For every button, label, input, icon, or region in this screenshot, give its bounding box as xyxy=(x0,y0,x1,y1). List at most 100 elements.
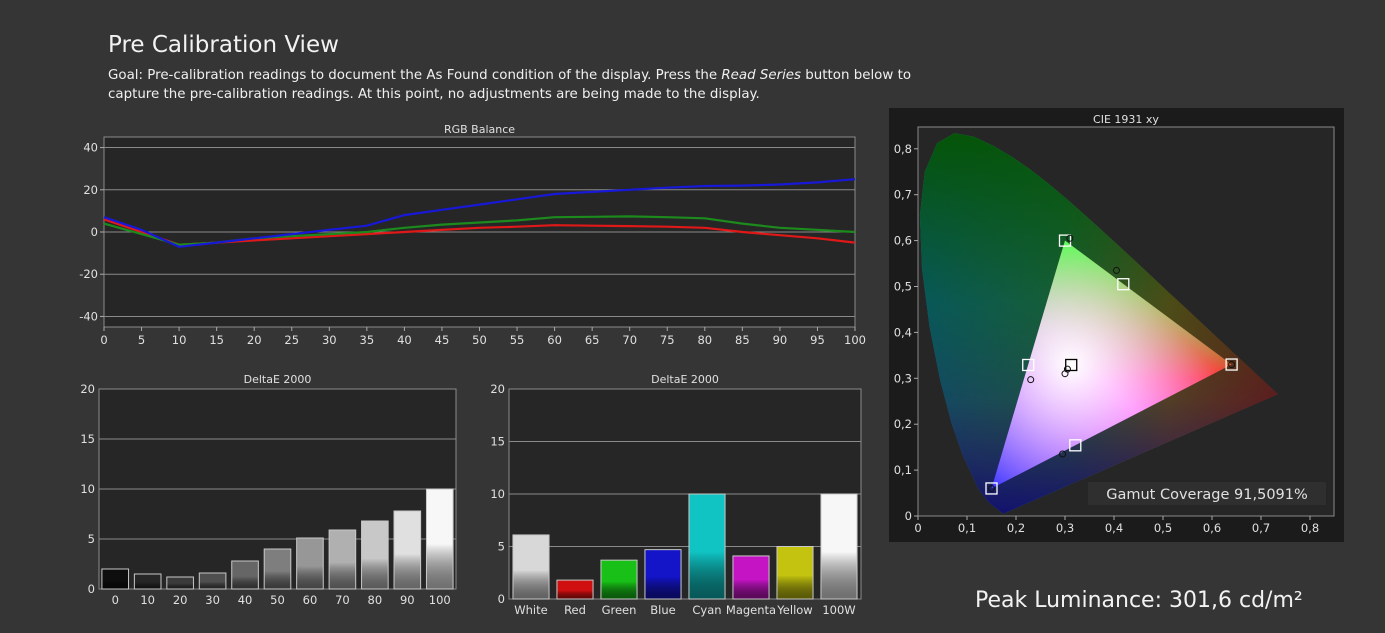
read-series-emphasis: Read Series xyxy=(721,68,802,83)
deltae-color-bar-shade xyxy=(644,549,682,600)
deltae-color-y-tick-label: 0 xyxy=(498,592,505,606)
rgb-x-tick-label: 5 xyxy=(138,333,145,347)
deltae-gray-y-tick-label: 20 xyxy=(80,382,95,396)
cie-y-tick-label: 0,1 xyxy=(894,463,912,477)
rgb-y-tick-label: 20 xyxy=(83,183,98,197)
deltae-color-bar-shade xyxy=(512,534,550,600)
deltae-color-x-tick-label: Green xyxy=(602,603,637,617)
rgb-x-tick-label: 95 xyxy=(810,333,825,347)
rgb-x-tick-label: 80 xyxy=(697,333,712,347)
rgb-x-tick-label: 50 xyxy=(472,333,487,347)
deltae-color-x-tick-label: Yellow xyxy=(776,603,812,617)
cie-target-marker xyxy=(1065,358,1078,372)
deltae-gray-bar-shade xyxy=(133,573,162,590)
cie-measured-marker xyxy=(988,484,995,492)
deltae-gray-bar-shade xyxy=(263,548,292,590)
cie-y-tick-label: 0,2 xyxy=(894,417,912,431)
cie-chart-title: CIE 1931 xy xyxy=(1093,113,1159,126)
cie-target-marker xyxy=(1069,439,1082,452)
cie-x-tick-label: 0,3 xyxy=(1056,521,1074,535)
cie-measured-marker xyxy=(1112,266,1120,274)
cie-y-tick-label: 0,8 xyxy=(894,142,912,156)
deltae-gray-x-tick-label: 100 xyxy=(429,593,451,607)
deltae-color-y-tick-label: 20 xyxy=(490,382,505,396)
cie-x-tick-label: 0,5 xyxy=(1154,521,1172,535)
rgb-x-tick-label: 75 xyxy=(660,333,675,347)
rgb-x-tick-label: 100 xyxy=(844,333,866,347)
cie-x-tick-label: 0,2 xyxy=(1007,521,1025,535)
cie-x-tick-label: 0,7 xyxy=(1252,521,1270,535)
cie-measured-marker xyxy=(1059,450,1067,458)
deltae-gray-x-tick-label: 0 xyxy=(112,593,119,607)
deltae-gray-bar-shade xyxy=(296,537,324,590)
cie-y-tick-label: 0,4 xyxy=(894,325,912,339)
deltae-gray-y-tick-label: 15 xyxy=(80,432,95,446)
rgb-x-tick-label: 0 xyxy=(100,333,107,347)
deltae-gray-x-tick-label: 50 xyxy=(270,593,285,607)
rgb-balance-chart: RGB Balance -40 -20 0 20 40 0 5 10 15 20 25 30 35 40 45… xyxy=(79,123,866,347)
deltae-gray-bar-shade xyxy=(101,568,130,590)
rgb-x-tick-label: 65 xyxy=(585,333,600,347)
peak-luminance: Peak Luminance: 301,6 cd/m² xyxy=(975,588,1303,613)
cie-y-tick-label: 0 xyxy=(905,509,912,523)
deltae-color-bar-shade xyxy=(776,546,814,600)
rgb-x-tick-label: 15 xyxy=(209,333,224,347)
cie-x-tick-label: 0,6 xyxy=(1203,521,1221,535)
blue-series-line xyxy=(103,178,856,248)
deltae-color-y-tick-label: 5 xyxy=(498,540,505,554)
deltae-gray-y-tick-label: 5 xyxy=(88,532,95,546)
rgb-x-tick-label: 40 xyxy=(397,333,412,347)
deltae-color-x-tick-label: Cyan xyxy=(692,603,721,617)
cie-x-tick-label: 0,8 xyxy=(1301,521,1319,535)
goal-prefix: Goal: Pre-calibration readings to docume… xyxy=(108,68,722,83)
deltae-gray-x-tick-label: 10 xyxy=(140,593,155,607)
cie-target-marker xyxy=(985,482,998,495)
deltae-color-x-tick-label: Blue xyxy=(650,603,675,617)
rgb-x-tick-label: 35 xyxy=(360,333,375,347)
deltae-gray-x-tick-label: 40 xyxy=(238,593,253,607)
cie-gamut-triangle-white xyxy=(991,240,1232,489)
deltae-color-x-tick-label: Red xyxy=(564,603,586,617)
deltae-grayscale-chart: DeltaE 2000 0 5 10 15 20 0 10 20 30 40 50 60 70 80 90 10… xyxy=(80,373,457,607)
rgb-x-tick-label: 90 xyxy=(773,333,788,347)
deltae-gray-y-tick-label: 0 xyxy=(88,582,95,596)
deltae-gray-chart-title: DeltaE 2000 xyxy=(244,373,312,386)
gamut-coverage-box xyxy=(1088,482,1326,505)
deltae-colors-chart: DeltaE 2000 0 5 10 15 20 White Red Green Blue Cyan… xyxy=(490,373,862,617)
rgb-x-tick-label: 10 xyxy=(172,333,187,347)
cie-1931-chart: CIE 1931 xy 0 0,1 0,2 0,3 0,4 0,5 0,6 0,7 0,8 0 0,1… xyxy=(889,108,1344,542)
rgb-x-tick-label: 45 xyxy=(435,333,450,347)
cie-y-tick-label: 0,3 xyxy=(894,371,912,385)
cie-measured-marker xyxy=(1066,234,1074,242)
rgb-chart-title: RGB Balance xyxy=(444,123,515,136)
cie-target-marker xyxy=(1117,278,1130,291)
cie-target-marker xyxy=(1022,358,1035,372)
rgb-x-tick-label: 85 xyxy=(735,333,750,347)
deltae-gray-x-tick-label: 90 xyxy=(400,593,415,607)
deltae-color-chart-title: DeltaE 2000 xyxy=(651,373,719,386)
rgb-x-tick-label: 55 xyxy=(510,333,525,347)
deltae-color-x-tick-label: 100W xyxy=(822,603,855,617)
cie-target-marker xyxy=(1058,234,1072,247)
rgb-y-tick-label: -40 xyxy=(79,309,98,323)
rgb-x-tick-label: 25 xyxy=(284,333,299,347)
deltae-gray-x-tick-label: 60 xyxy=(303,593,318,607)
deltae-gray-bar-shade xyxy=(198,572,227,590)
deltae-gray-y-tick-label: 10 xyxy=(80,482,95,496)
cie-measured-marker xyxy=(1063,365,1071,373)
deltae-gray-bar-shade xyxy=(328,529,357,590)
rgb-y-tick-label: 40 xyxy=(83,141,98,155)
deltae-color-y-tick-label: 10 xyxy=(490,487,505,501)
rgb-x-tick-label: 30 xyxy=(322,333,337,347)
cie-x-tick-label: 0,1 xyxy=(958,521,976,535)
goal-text: Goal: Pre-calibration readings to docume… xyxy=(108,66,938,104)
deltae-gray-bar-shade xyxy=(393,510,422,590)
cie-y-tick-label: 0,6 xyxy=(894,234,912,248)
deltae-gray-bar-shade xyxy=(361,520,389,590)
rgb-y-tick-label: 0 xyxy=(91,225,98,239)
deltae-color-bar-shade xyxy=(556,579,594,600)
deltae-color-bar-shade xyxy=(820,493,858,600)
gamut-coverage-label: Gamut Coverage 91,5091% xyxy=(1106,487,1308,503)
page-title: Pre Calibration View xyxy=(108,32,339,58)
cie-x-tick-label: 0,4 xyxy=(1105,521,1123,535)
